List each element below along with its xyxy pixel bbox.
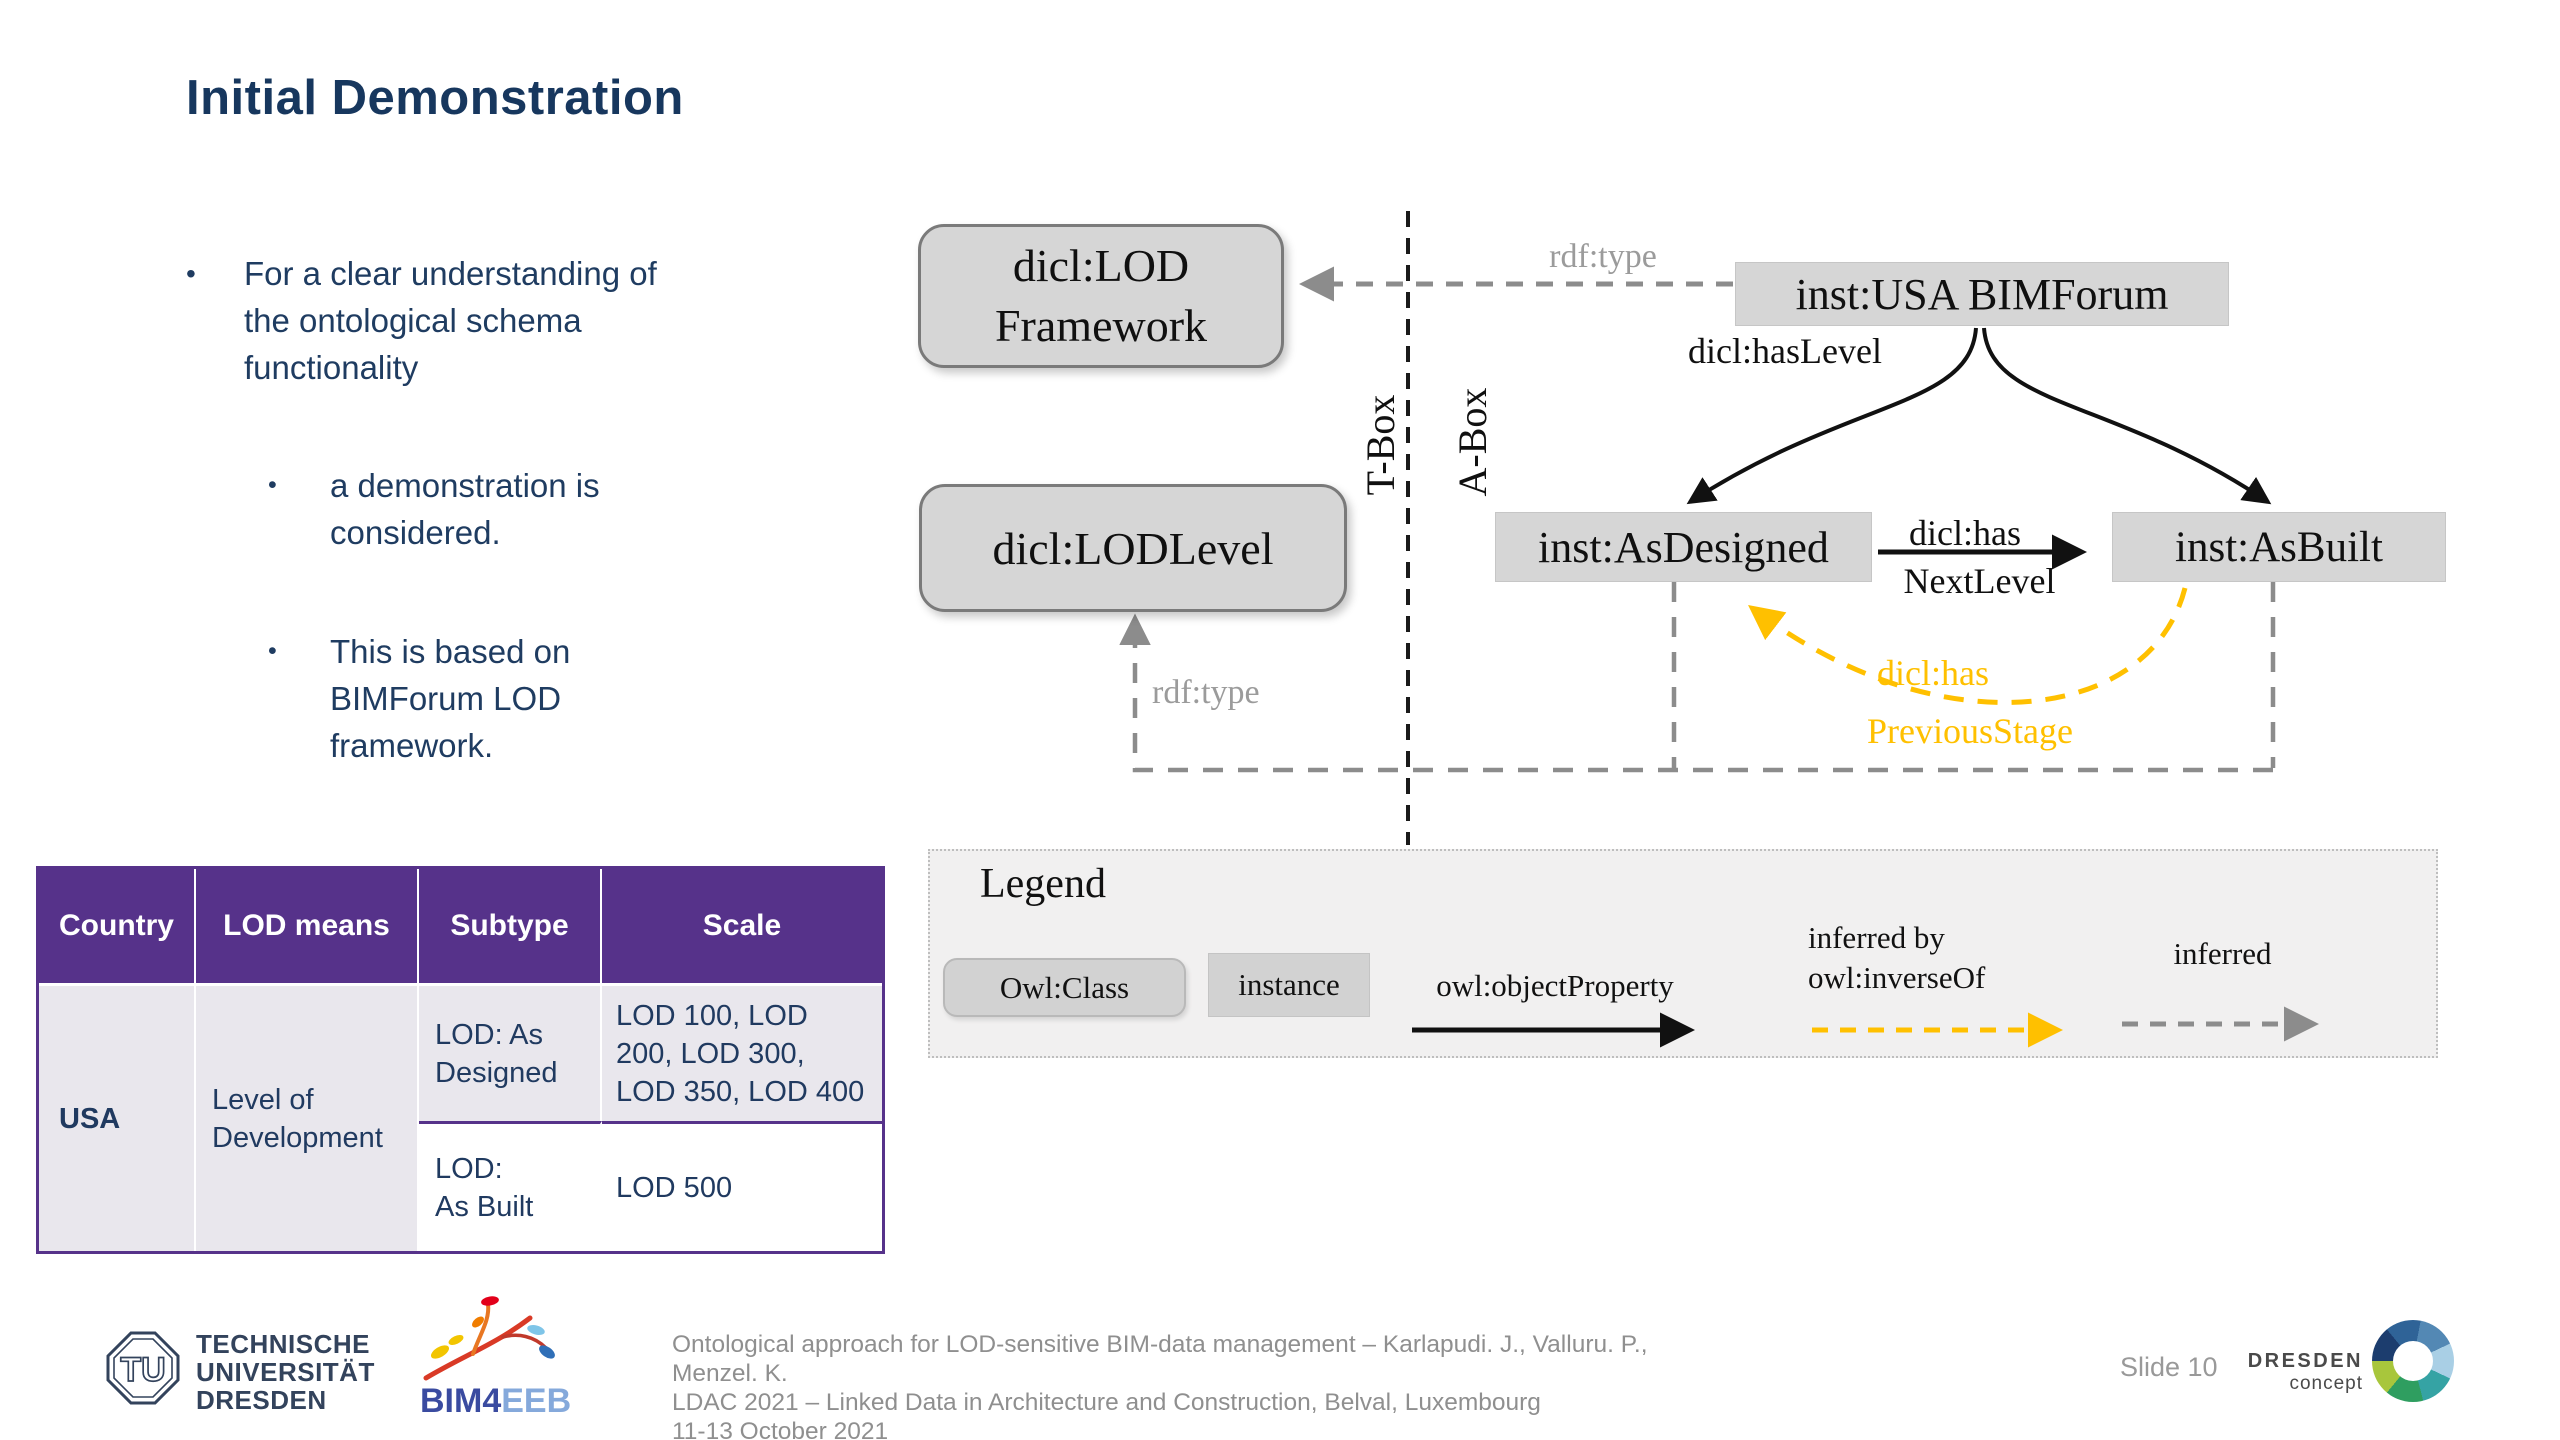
- bim4eeb-wordmark: BIM4EEB: [420, 1382, 571, 1421]
- tu-dresden-wordmark: TECHNISCHE UNIVERSITÄT DRESDEN: [196, 1330, 375, 1414]
- legend-instance-box: instance: [1208, 953, 1370, 1017]
- node-usa-bimforum: inst:USA BIMForum: [1735, 262, 2229, 326]
- edge-label-haslevel: dicl:hasLevel: [1688, 331, 1882, 371]
- bullet-icon: •: [268, 637, 277, 665]
- edge-label-hasprev-line1: dicl:has: [1877, 653, 1989, 693]
- table-header-lod-means: LOD means: [196, 869, 419, 986]
- bullet-sub-2-text: This is based on BIMForum LOD framework.: [330, 633, 571, 764]
- citation-line3: 11-13 October 2021: [672, 1418, 889, 1440]
- tu-dresden-logo-icon: TU: [106, 1331, 180, 1405]
- tu-line2: UNIVERSITÄT: [196, 1357, 375, 1387]
- node-as-designed: inst:AsDesigned: [1495, 512, 1872, 582]
- table-cell-subtype-built: LOD: As Built: [419, 1121, 602, 1251]
- bullet-sub-2: • This is based on BIMForum LOD framewor…: [268, 628, 628, 769]
- svg-text:TU: TU: [120, 1351, 165, 1389]
- table-cell-scale-built: LOD 500: [602, 1121, 882, 1251]
- legend-owl-class-box: Owl:Class: [943, 958, 1186, 1017]
- citation-line2: LDAC 2021 – Linked Data in Architecture …: [672, 1389, 1541, 1416]
- tu-line3: DRESDEN: [196, 1385, 327, 1415]
- bullet-icon: •: [186, 258, 196, 289]
- bim4eeb-light: EEB: [501, 1382, 572, 1420]
- bullet-sub-1-text: a demonstration is considered.: [330, 467, 600, 551]
- legend-object-property-label: owl:objectProperty: [1436, 968, 1674, 1003]
- dresden-concept-line2: concept: [2289, 1373, 2363, 1394]
- bim4eeb-bold: BIM4: [420, 1382, 502, 1420]
- dresden-concept-logo-icon: [2372, 1320, 2454, 1402]
- legend-inferred-label: inferred: [2173, 936, 2272, 971]
- node-lodlevel: dicl:LODLevel: [919, 484, 1347, 612]
- lod-table: Country LOD means Subtype Scale USA Leve…: [36, 866, 885, 1254]
- bullet-main-text: For a clear understanding of the ontolog…: [244, 255, 657, 386]
- table-cell-country: USA: [39, 986, 196, 1251]
- bullet-sub-1: • a demonstration is considered.: [268, 462, 658, 556]
- table-header-country: Country: [39, 869, 196, 986]
- abox-label: A-Box: [1450, 387, 1495, 497]
- node-lod-framework-line2: Framework: [994, 300, 1208, 351]
- dresden-concept-wordmark: DRESDEN concept: [2230, 1350, 2363, 1395]
- edge-label-hasprev-line2: PreviousStage: [1867, 711, 2073, 751]
- citation-line1: Ontological approach for LOD-sensitive B…: [672, 1331, 1648, 1387]
- edge-label-rdftype-top: rdf:type: [1549, 238, 1657, 275]
- bullet-icon: •: [268, 471, 277, 499]
- edge-label-hasnext-line1: dicl:has: [1909, 513, 2021, 553]
- node-lod-framework: dicl:LOD Framework: [918, 224, 1284, 368]
- citation: Ontological approach for LOD-sensitive B…: [672, 1330, 1692, 1440]
- dresden-concept-line1: DRESDEN: [2247, 1350, 2363, 1372]
- node-lod-framework-line1: dicl:LOD: [1012, 240, 1190, 292]
- legend-inverse-label: inferred by owl:inverseOf: [1808, 918, 2088, 998]
- haslevel-arrow-right: [1982, 327, 2272, 505]
- table-cell-scale-designed: LOD 100, LOD 200, LOD 300, LOD 350, LOD …: [602, 986, 882, 1121]
- bullet-main: • For a clear understanding of the ontol…: [186, 250, 691, 391]
- table-cell-lod-means: Level of Development: [196, 986, 419, 1251]
- table-header-scale: Scale: [602, 869, 882, 986]
- page-title: Initial Demonstration: [186, 71, 684, 125]
- tbox-label: T-Box: [1358, 394, 1403, 496]
- node-as-built: inst:AsBuilt: [2112, 512, 2446, 582]
- legend-inverse-line2: owl:inverseOf: [1808, 960, 1986, 995]
- slide-number: Slide 10: [2120, 1352, 2218, 1382]
- bim4eeb-branch-icon: [423, 1296, 555, 1381]
- edge-label-rdftype-bottom: rdf:type: [1152, 674, 1260, 711]
- table-header-subtype: Subtype: [419, 869, 602, 986]
- legend-title: Legend: [980, 861, 1106, 907]
- edge-label-hasnext-line2: NextLevel: [1903, 561, 2056, 601]
- table-cell-subtype-designed: LOD: As Designed: [419, 986, 602, 1121]
- legend-inverse-line1: inferred by: [1808, 920, 1945, 955]
- tu-line1: TECHNISCHE: [196, 1329, 371, 1359]
